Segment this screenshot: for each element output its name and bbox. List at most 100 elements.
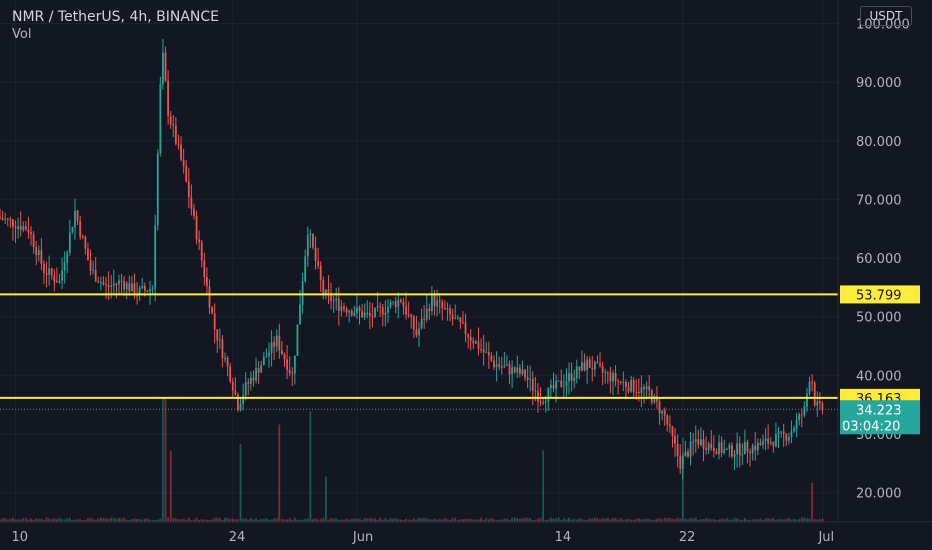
volume-bar xyxy=(643,518,645,522)
volume-bar xyxy=(260,518,263,522)
candle-body xyxy=(255,367,257,381)
candle-body xyxy=(775,434,777,447)
volume-bar xyxy=(112,517,115,522)
volume-bar xyxy=(174,518,177,522)
level-label: 53.799 xyxy=(856,288,902,303)
volume-bar xyxy=(81,520,84,522)
volume-bar xyxy=(123,517,126,522)
volume-bar xyxy=(800,517,803,522)
price-axis[interactable] xyxy=(838,0,932,550)
volume-bar xyxy=(14,519,17,522)
grid xyxy=(0,0,838,522)
candle-body xyxy=(128,283,131,292)
volume-bar xyxy=(283,519,286,522)
volume-bar xyxy=(249,517,252,522)
candle-body xyxy=(487,352,490,356)
candle-body xyxy=(736,443,739,455)
candle-body xyxy=(565,381,568,386)
volume-bar xyxy=(798,518,801,522)
volume-bar xyxy=(159,518,162,522)
candle-body xyxy=(389,301,392,307)
candle-body xyxy=(234,390,237,395)
volume-bar xyxy=(262,518,265,522)
volume-bar xyxy=(521,518,524,522)
volume-bar xyxy=(348,519,351,522)
volume-bar xyxy=(61,518,63,522)
volume-bar xyxy=(281,518,283,522)
candle-body xyxy=(438,300,441,302)
candle-body xyxy=(785,433,788,441)
volume-bar xyxy=(399,519,402,522)
candle-body xyxy=(415,329,418,336)
volume-bar xyxy=(637,518,640,522)
candle-body xyxy=(131,283,133,292)
candle-body xyxy=(464,322,467,335)
candle-body xyxy=(743,442,746,455)
volume-bar xyxy=(337,519,340,522)
volume-bar xyxy=(53,518,56,522)
candle-body xyxy=(658,401,661,414)
volume-bar xyxy=(668,518,671,522)
volume-bar xyxy=(265,518,268,522)
candle-body xyxy=(0,217,1,219)
volume-bar xyxy=(622,519,625,522)
candle-body xyxy=(187,181,190,198)
volume-bar xyxy=(537,518,539,522)
volume-bar xyxy=(193,519,195,522)
volume-bar xyxy=(190,519,193,522)
volume-bar xyxy=(560,520,563,522)
volume-bar xyxy=(330,517,332,522)
candle-body xyxy=(162,52,164,85)
volume-bar xyxy=(555,518,557,522)
volume-bar xyxy=(415,519,418,522)
candle-body xyxy=(273,341,276,347)
candle-body xyxy=(84,236,87,249)
volume-bar xyxy=(99,517,102,522)
currency-button[interactable]: USDT xyxy=(860,6,912,26)
volume-bar xyxy=(428,519,431,522)
candle-body xyxy=(361,311,363,318)
volume-bar xyxy=(705,518,707,522)
volume-bar xyxy=(133,518,136,522)
volume-bar xyxy=(384,517,387,522)
candle-body xyxy=(756,442,759,451)
volume-bar xyxy=(487,519,490,522)
volume-bar xyxy=(288,518,291,522)
volume-bar xyxy=(469,518,472,522)
symbol-title[interactable]: NMR / TetherUS, 4h, BINANCE xyxy=(12,9,220,25)
candle-body xyxy=(374,307,376,317)
candle-body xyxy=(92,269,95,271)
y-tick-label: 60.000 xyxy=(856,252,902,267)
y-tick-label: 80.000 xyxy=(856,135,902,150)
candle-body xyxy=(237,394,239,411)
volume-bar xyxy=(301,519,304,522)
candle-body xyxy=(56,281,58,283)
candle-body xyxy=(356,307,358,314)
volume-bar xyxy=(490,517,493,522)
candle-body xyxy=(485,352,488,354)
volume-bar xyxy=(780,519,782,522)
volume-bar xyxy=(24,517,27,522)
volume-bar xyxy=(565,519,568,522)
candle-body xyxy=(309,233,312,235)
volume-bar xyxy=(363,517,366,522)
volume-bar xyxy=(513,517,516,522)
volume-indicator-label[interactable]: Vol xyxy=(12,27,32,42)
candle-body xyxy=(539,401,542,403)
x-tick-label: 24 xyxy=(229,530,246,545)
volume-bar xyxy=(392,518,395,522)
candle-body xyxy=(482,349,485,353)
candle-body xyxy=(200,242,203,261)
time-axis[interactable] xyxy=(0,522,932,550)
volume-bar xyxy=(550,517,552,522)
volume-bar xyxy=(105,518,107,522)
candle-body xyxy=(412,316,415,330)
volume-bar xyxy=(37,518,40,522)
candle-body xyxy=(164,52,167,81)
volume-bar xyxy=(821,518,824,522)
volume-bar xyxy=(247,519,250,522)
candle-body xyxy=(206,277,208,287)
candle-body xyxy=(156,153,159,226)
volume-bar xyxy=(149,519,151,522)
